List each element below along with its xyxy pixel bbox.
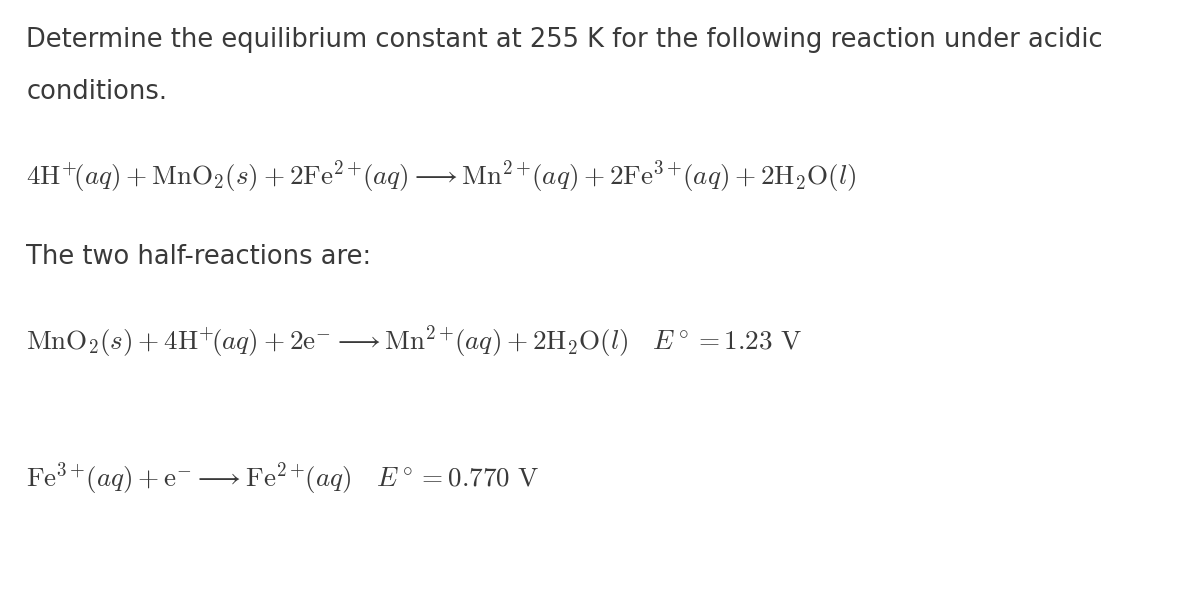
- Text: $4\mathrm{H}^{+}\!(aq) + \mathrm{MnO}_2(s) + 2\mathrm{Fe}^{2+}\!(aq) \longrighta: $4\mathrm{H}^{+}\!(aq) + \mathrm{MnO}_2(…: [26, 158, 857, 195]
- Text: $\mathrm{Fe}^{3+}\!(aq) + \mathrm{e}^{-} \longrightarrow \mathrm{Fe}^{2+}\!(aq) : $\mathrm{Fe}^{3+}\!(aq) + \mathrm{e}^{-}…: [26, 460, 539, 496]
- Text: Determine the equilibrium constant at 255 K for the following reaction under aci: Determine the equilibrium constant at 25…: [26, 27, 1103, 54]
- Text: $\mathrm{MnO}_2(s) + 4\mathrm{H}^{+}\!(aq) + 2\mathrm{e}^{-} \longrightarrow \ma: $\mathrm{MnO}_2(s) + 4\mathrm{H}^{+}\!(a…: [26, 323, 802, 359]
- Text: The two half-reactions are:: The two half-reactions are:: [26, 244, 372, 270]
- Text: conditions.: conditions.: [26, 79, 168, 105]
